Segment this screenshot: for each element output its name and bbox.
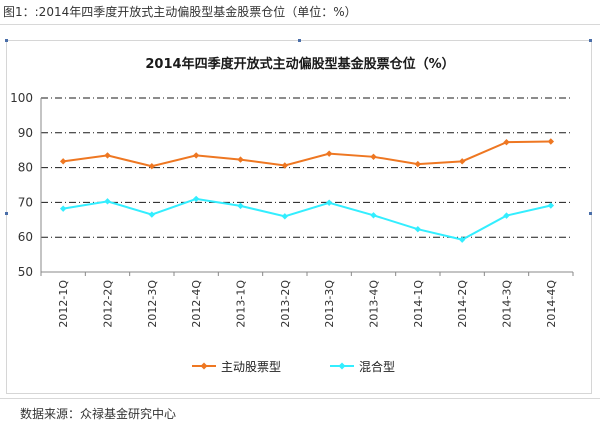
x-tick-label: 2012-1Q xyxy=(57,280,70,328)
data-point xyxy=(59,158,67,165)
x-tick-label: 2012-3Q xyxy=(146,280,159,328)
y-tick-label: 50 xyxy=(18,265,33,279)
y-tick-label: 100 xyxy=(10,91,33,105)
data-point xyxy=(59,205,67,212)
data-point xyxy=(237,202,244,210)
source-note: 数据来源：众禄基金研究中心 xyxy=(0,398,600,443)
x-tick-label: 2013-3Q xyxy=(323,280,336,328)
data-point xyxy=(192,152,200,159)
x-tick-label: 2013-2Q xyxy=(279,280,292,328)
chart-title: 2014年四季度开放式主动偏股型基金股票仓位（%） xyxy=(145,57,455,72)
x-tick-label: 2014-3Q xyxy=(501,280,514,328)
x-tick-label: 2014-1Q xyxy=(412,280,425,328)
data-point xyxy=(281,162,289,169)
data-point xyxy=(237,156,244,163)
data-point xyxy=(104,152,111,159)
legend-marker-icon xyxy=(192,362,216,370)
x-tick-label: 2012-4Q xyxy=(190,280,203,328)
legend-marker-icon xyxy=(330,362,354,370)
series-line-2 xyxy=(63,197,552,241)
chart-legend: 主动股票型 混合型 xyxy=(7,356,593,376)
y-tick-label: 90 xyxy=(18,126,33,140)
data-point xyxy=(148,163,156,170)
x-tick-label: 2014-4Q xyxy=(545,280,558,328)
series-line-1 xyxy=(63,140,551,168)
x-tick-label: 2012-2Q xyxy=(102,280,115,328)
data-point xyxy=(192,195,200,203)
data-point xyxy=(281,213,289,220)
figure-caption: 图1：:2014年四季度开放式主动偏股型基金股票仓位（单位：%） xyxy=(0,0,600,25)
x-tick-label: 2013-1Q xyxy=(235,280,248,328)
frame-handle-top-middle[interactable] xyxy=(298,39,301,42)
frame-handle-middle-right[interactable] xyxy=(589,212,592,215)
data-point xyxy=(148,211,156,218)
data-point xyxy=(414,225,422,233)
data-point xyxy=(414,160,422,168)
line-chart: 50 60 70 80 90 100 2012-1Q 2012-2Q 2012-3Q 2012-4… xyxy=(10,91,574,328)
frame-handle-top-left[interactable] xyxy=(5,39,8,42)
chart-frame: 2014年四季度开放式主动偏股型基金股票仓位（%） 50 60 70 80 90 100 2… xyxy=(5,39,593,394)
data-point xyxy=(458,236,466,243)
x-tick-label: 2014-2Q xyxy=(456,280,469,328)
data-point xyxy=(547,138,555,145)
legend-item-1: 主动股票型 xyxy=(191,356,281,376)
data-point xyxy=(325,199,333,206)
legend-label: 主动股票型 xyxy=(221,359,282,374)
legend-item-2: 混合型 xyxy=(329,356,395,376)
data-point xyxy=(104,198,111,205)
legend-label: 混合型 xyxy=(359,359,396,374)
y-tick-label: 80 xyxy=(18,161,33,175)
y-tick-label: 60 xyxy=(18,230,33,244)
data-point xyxy=(370,153,377,161)
x-tick-label: 2013-4Q xyxy=(368,280,381,328)
frame-handle-middle-left[interactable] xyxy=(5,212,8,215)
frame-handle-top-right[interactable] xyxy=(589,39,592,42)
data-point xyxy=(325,150,333,157)
data-point xyxy=(547,202,555,209)
data-point xyxy=(458,158,466,165)
caption-text: 图1：:2014年四季度开放式主动偏股型基金股票仓位（单位：%） xyxy=(3,5,357,19)
y-tick-label: 70 xyxy=(18,195,33,209)
data-point xyxy=(503,212,510,219)
source-text: 数据来源：众禄基金研究中心 xyxy=(20,407,177,421)
data-point xyxy=(370,212,377,219)
data-point xyxy=(503,138,510,146)
